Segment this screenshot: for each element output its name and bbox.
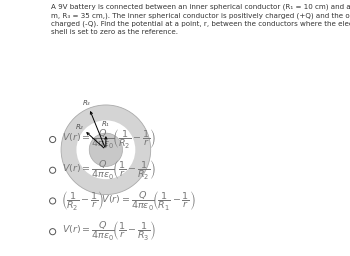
Text: R₂: R₂: [76, 123, 84, 130]
Circle shape: [61, 105, 151, 195]
Text: R₃: R₃: [83, 100, 91, 106]
Text: $\!\left(\dfrac{1}{R_2} - \dfrac{1}{r}\right)\!V(r) = \dfrac{Q}{4\pi\varepsilon_: $\!\left(\dfrac{1}{R_2} - \dfrac{1}{r}\r…: [62, 189, 196, 213]
Text: A 9V battery is connected between an inner spherical conductor (R₁ = 10 cm) and : A 9V battery is connected between an inn…: [51, 4, 350, 35]
Circle shape: [89, 133, 122, 166]
Text: $V(r) = \dfrac{Q}{4\pi\varepsilon_0}\!\left(\dfrac{1}{r} - \dfrac{1}{R_2}\right): $V(r) = \dfrac{Q}{4\pi\varepsilon_0}\!\l…: [62, 158, 156, 182]
Text: $V(r) = \dfrac{Q}{4\pi\varepsilon_0}\!\left(\dfrac{1}{r} - \dfrac{1}{R_3}\right): $V(r) = \dfrac{Q}{4\pi\varepsilon_0}\!\l…: [62, 220, 156, 243]
Circle shape: [76, 120, 135, 179]
Text: $V(r) = \dfrac{Q}{4\pi\varepsilon_0}\!\left(\dfrac{1}{R_2} - \dfrac{1}{r}\right): $V(r) = \dfrac{Q}{4\pi\varepsilon_0}\!\l…: [62, 128, 156, 151]
Text: R₁: R₁: [102, 121, 110, 127]
